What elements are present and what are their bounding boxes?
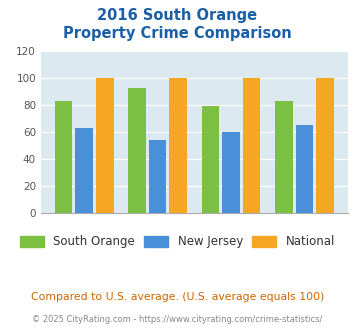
Bar — [296, 125, 313, 213]
Bar — [202, 106, 219, 213]
Bar — [222, 132, 240, 213]
Text: Compared to U.S. average. (U.S. average equals 100): Compared to U.S. average. (U.S. average … — [31, 292, 324, 302]
Bar — [128, 87, 146, 213]
Text: 2016 South Orange: 2016 South Orange — [97, 8, 258, 23]
Bar — [243, 78, 261, 213]
Legend: South Orange, New Jersey, National: South Orange, New Jersey, National — [16, 231, 339, 253]
Bar — [149, 140, 166, 213]
Bar — [169, 78, 187, 213]
Text: © 2025 CityRating.com - https://www.cityrating.com/crime-statistics/: © 2025 CityRating.com - https://www.city… — [32, 315, 323, 324]
Bar — [96, 78, 114, 213]
Bar — [316, 78, 334, 213]
Bar — [275, 101, 293, 213]
Text: Property Crime Comparison: Property Crime Comparison — [63, 26, 292, 41]
Bar — [75, 128, 93, 213]
Bar — [55, 101, 72, 213]
